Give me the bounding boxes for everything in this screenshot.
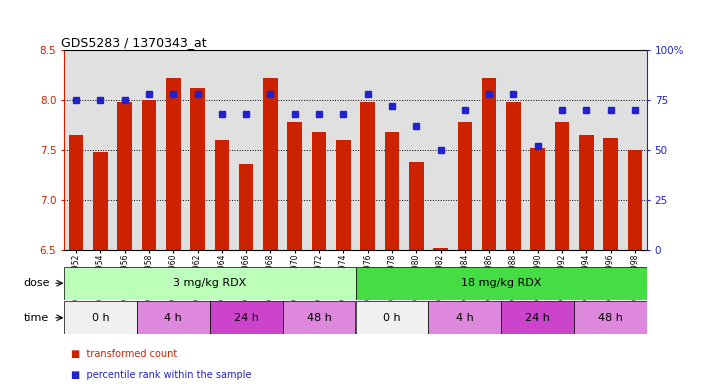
Bar <box>239 164 253 250</box>
Text: 0 h: 0 h <box>383 313 401 323</box>
Bar <box>579 135 594 250</box>
Bar <box>555 122 570 250</box>
Bar <box>530 148 545 250</box>
Text: 0 h: 0 h <box>92 313 109 323</box>
Bar <box>574 301 647 334</box>
Bar <box>628 150 642 250</box>
Bar <box>282 301 356 334</box>
Bar <box>409 162 424 250</box>
Text: 48 h: 48 h <box>598 313 623 323</box>
Bar <box>360 102 375 250</box>
Bar <box>191 88 205 250</box>
Text: dose: dose <box>23 278 49 288</box>
Bar <box>482 78 496 250</box>
Bar <box>210 301 283 334</box>
Bar <box>64 267 356 300</box>
Bar <box>287 122 302 250</box>
Text: time: time <box>24 313 49 323</box>
Bar <box>263 78 278 250</box>
Text: ■  transformed count: ■ transformed count <box>71 349 177 359</box>
Text: 18 mg/kg RDX: 18 mg/kg RDX <box>461 278 542 288</box>
Bar <box>215 140 229 250</box>
Bar <box>166 78 181 250</box>
Bar <box>428 301 501 334</box>
Bar <box>385 132 399 250</box>
Text: 24 h: 24 h <box>234 313 259 323</box>
Text: ■  percentile rank within the sample: ■ percentile rank within the sample <box>71 370 252 380</box>
Bar <box>93 152 108 250</box>
Bar <box>457 122 472 250</box>
Bar <box>311 132 326 250</box>
Text: 4 h: 4 h <box>164 313 182 323</box>
Bar <box>69 135 83 250</box>
Text: GDS5283 / 1370343_at: GDS5283 / 1370343_at <box>61 36 207 49</box>
Bar <box>64 301 137 334</box>
Text: 48 h: 48 h <box>306 313 331 323</box>
Bar <box>141 100 156 250</box>
Bar <box>506 102 520 250</box>
Text: 4 h: 4 h <box>456 313 474 323</box>
Text: 3 mg/kg RDX: 3 mg/kg RDX <box>173 278 247 288</box>
Bar <box>433 248 448 250</box>
Bar <box>356 301 428 334</box>
Text: 24 h: 24 h <box>525 313 550 323</box>
Bar <box>356 267 647 300</box>
Bar <box>501 301 574 334</box>
Bar <box>117 102 132 250</box>
Bar <box>137 301 210 334</box>
Bar <box>336 140 351 250</box>
Bar <box>603 138 618 250</box>
